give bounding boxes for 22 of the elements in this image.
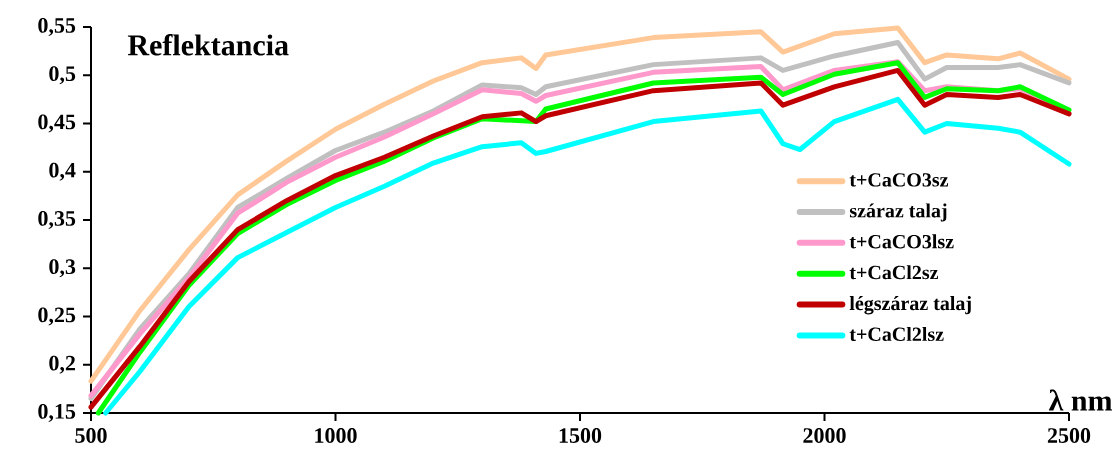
y-tick-label: 0,5 — [49, 66, 76, 85]
y-tick-label: 0,15 — [38, 403, 76, 423]
legend-label: t+CaCO3sz — [849, 173, 949, 187]
x-tick-label: 1000 — [315, 428, 357, 443]
legend-label: t+CaCO3lsz — [849, 234, 954, 249]
y-tick-label: 0,2 — [49, 355, 75, 374]
x-tick-label: 500 — [75, 428, 107, 443]
legend-label: t+CaCl2lsz — [849, 326, 944, 342]
y-tick-label: 0,45 — [38, 114, 76, 133]
chart-title: Reflektancia — [127, 34, 289, 56]
y-tick-label: 0,4 — [49, 162, 76, 181]
x-tick-label: 1500 — [559, 428, 602, 443]
x-axis-title: λ nm — [1048, 389, 1113, 411]
x-tick-label: 2000 — [803, 428, 846, 443]
y-tick-label: 0,35 — [38, 210, 76, 230]
legend-label: t+CaCl2sz — [849, 265, 939, 280]
legend-label: légszáraz talaj — [849, 296, 971, 315]
y-tick-label: 0,25 — [38, 307, 76, 326]
x-tick-label: 2500 — [1047, 428, 1091, 443]
y-tick-label: 0,3 — [49, 259, 76, 278]
legend-label: száraz talaj — [849, 203, 947, 222]
y-tick-label: 0,55 — [38, 17, 76, 37]
